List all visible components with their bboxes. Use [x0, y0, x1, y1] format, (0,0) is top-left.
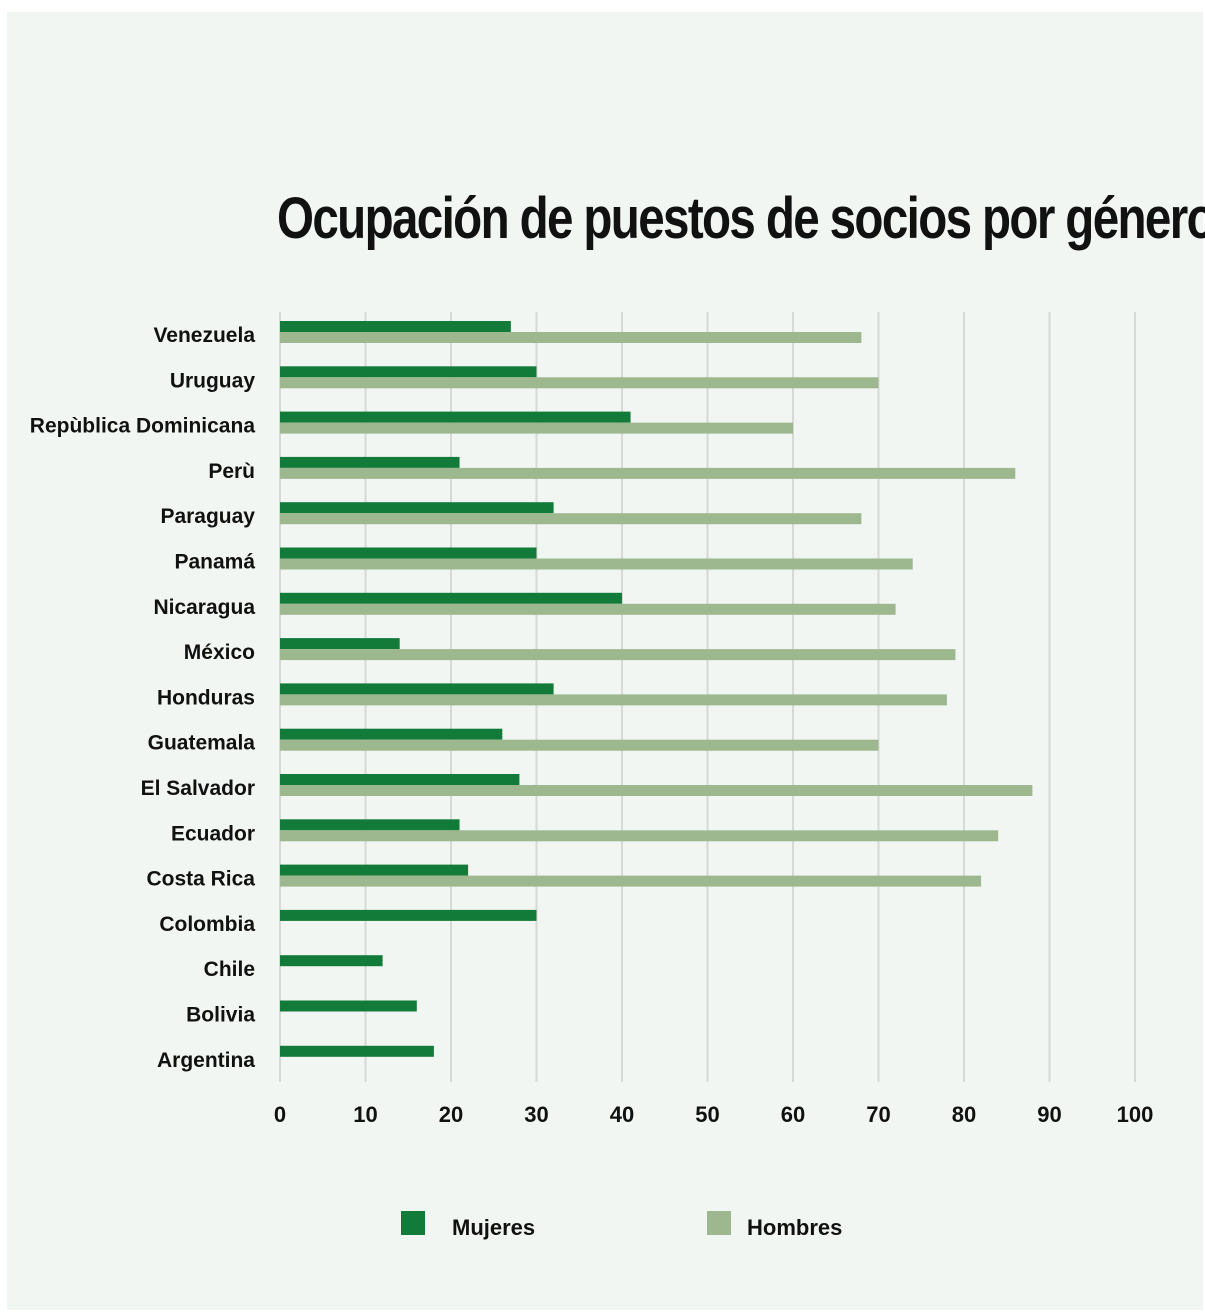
x-tick-labels: 0 10 20 30 40 50 60 70 80 90 100 — [274, 1102, 1153, 1127]
category-label: Repùblica Dominicana — [30, 415, 256, 438]
category-label: Chile — [204, 958, 255, 981]
category-label: Panamá — [174, 551, 255, 574]
bar-mujeres-14 — [280, 955, 383, 967]
bar-hombres-5 — [280, 558, 913, 570]
bar-hombres-11 — [280, 830, 999, 842]
bars — [280, 321, 1033, 1057]
bar-mujeres-10 — [280, 774, 520, 785]
x-tick-label: 50 — [695, 1102, 719, 1127]
bar-mujeres-8 — [280, 683, 554, 695]
category-label: Guatemala — [148, 732, 256, 755]
bar-mujeres-6 — [280, 592, 622, 604]
x-tick-label: 40 — [610, 1102, 634, 1127]
legend: Mujeres Hombres — [401, 1211, 842, 1240]
chart-background — [7, 12, 1203, 1310]
bar-hombres-9 — [280, 739, 879, 751]
category-label: Ecuador — [171, 822, 255, 845]
bar-hombres-7 — [280, 649, 956, 661]
x-tick-label: 70 — [866, 1102, 890, 1127]
bar-mujeres-1 — [280, 366, 537, 378]
legend-label-hombres: Hombres — [747, 1215, 842, 1240]
category-label: México — [184, 641, 255, 664]
bar-mujeres-5 — [280, 547, 537, 559]
x-tick-label: 100 — [1117, 1102, 1154, 1127]
x-tick-label: 0 — [274, 1102, 286, 1127]
x-tick-label: 20 — [439, 1102, 463, 1127]
bar-mujeres-15 — [280, 1000, 417, 1012]
x-tick-label: 10 — [353, 1102, 377, 1127]
x-tick-label: 90 — [1037, 1102, 1061, 1127]
category-label: Honduras — [157, 686, 255, 709]
bar-mujeres-12 — [280, 864, 469, 876]
category-label: Colombia — [159, 913, 255, 936]
bar-hombres-3 — [280, 467, 1016, 479]
bar-mujeres-7 — [280, 638, 400, 650]
bar-hombres-4 — [280, 513, 862, 525]
bar-hombres-1 — [280, 377, 879, 389]
bar-mujeres-9 — [280, 728, 503, 740]
category-label: Perù — [208, 460, 255, 483]
category-labels: Venezuela Uruguay Repùblica Dominicana Perù… — [30, 324, 256, 1072]
category-label: El Salvador — [141, 777, 255, 800]
x-tick-label: 80 — [952, 1102, 976, 1127]
legend-label-mujeres: Mujeres — [452, 1215, 535, 1240]
bar-mujeres-0 — [280, 321, 511, 332]
category-label: Costa Rica — [146, 868, 255, 891]
category-label: Bolivia — [186, 1004, 255, 1027]
bar-hombres-12 — [280, 875, 982, 887]
category-label: Venezuela — [153, 324, 255, 347]
bar-mujeres-11 — [280, 819, 460, 831]
x-tick-label: 30 — [524, 1102, 548, 1127]
legend-swatch-mujeres — [401, 1211, 425, 1235]
category-label: Uruguay — [170, 369, 256, 392]
x-tick-label: 60 — [781, 1102, 805, 1127]
bar-mujeres-2 — [280, 411, 631, 423]
category-label: Nicaragua — [153, 596, 255, 619]
bar-mujeres-16 — [280, 1045, 434, 1057]
category-label: Argentina — [157, 1049, 255, 1072]
bar-mujeres-13 — [280, 909, 537, 921]
bar-hombres-8 — [280, 694, 947, 706]
category-label: Paraguay — [160, 505, 255, 528]
legend-swatch-hombres — [707, 1211, 731, 1235]
bar-hombres-6 — [280, 603, 896, 615]
bar-mujeres-4 — [280, 502, 554, 514]
bar-hombres-2 — [280, 422, 793, 434]
bar-hombres-10 — [280, 785, 1033, 796]
chart-title: Ocupación de puestos de socios por géner… — [277, 186, 1205, 251]
bar-mujeres-3 — [280, 456, 460, 468]
bar-hombres-0 — [280, 332, 862, 343]
